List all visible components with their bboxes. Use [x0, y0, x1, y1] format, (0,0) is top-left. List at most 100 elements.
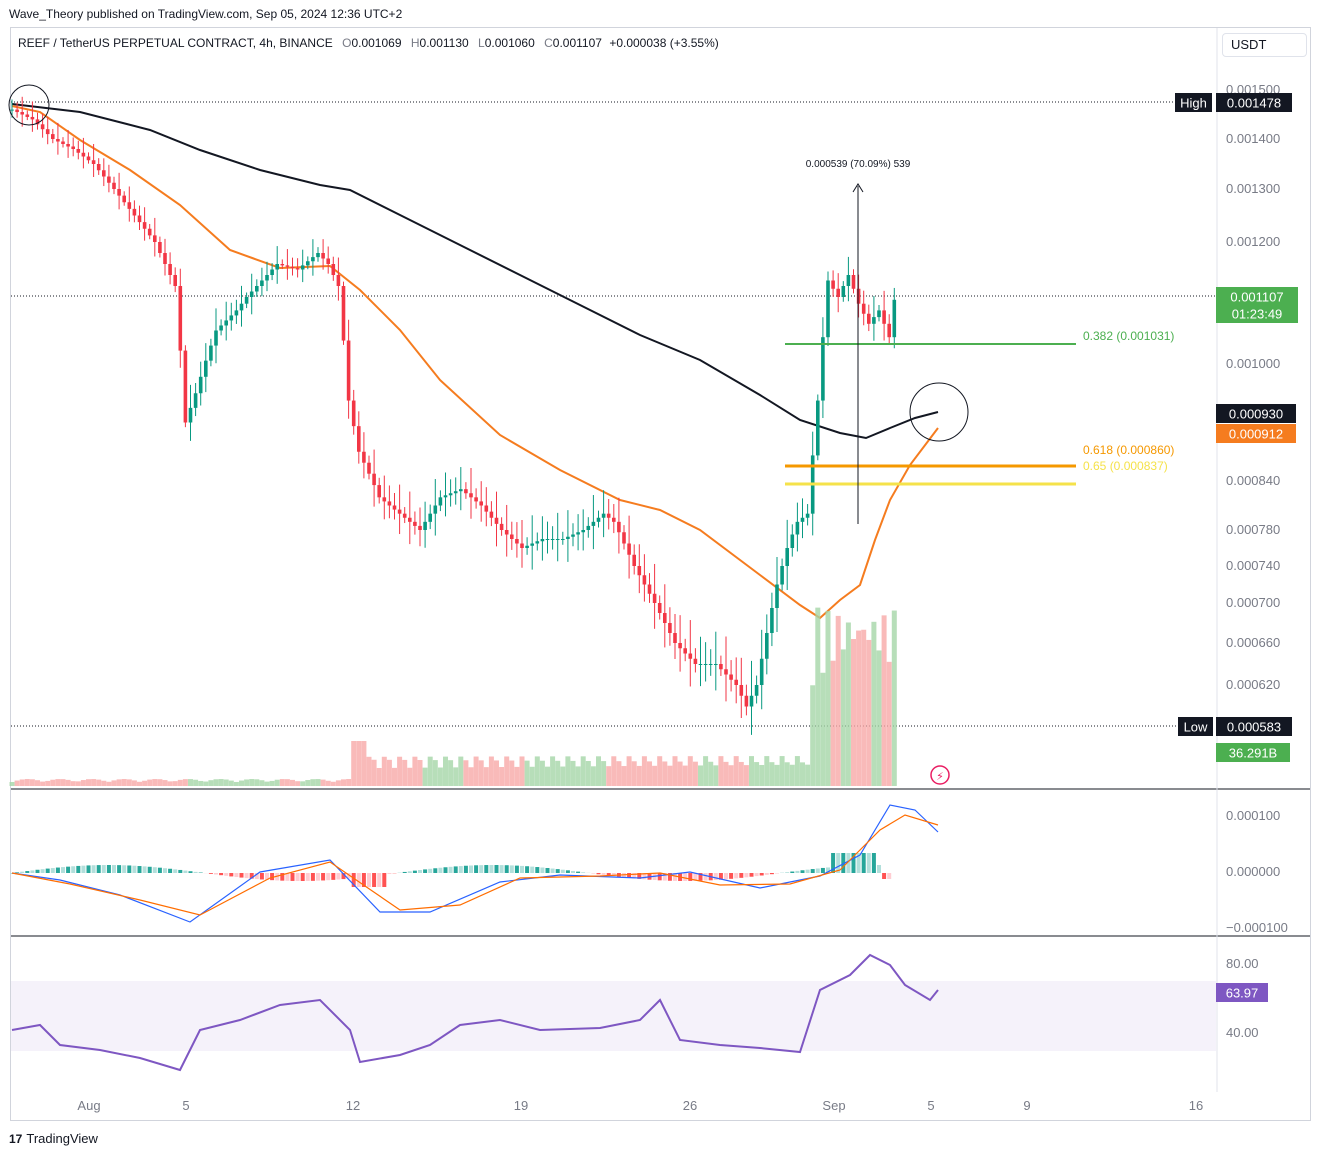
macd-histogram-bar	[407, 871, 412, 873]
volume-bar	[779, 756, 785, 786]
macd-histogram-bar	[61, 867, 65, 873]
volume-bar	[453, 767, 459, 786]
open-value: 0.001069	[351, 36, 402, 50]
volume-bar	[463, 760, 469, 786]
macd-histogram-bar	[275, 873, 280, 881]
candle-body	[872, 317, 876, 324]
price-tick-label: 0.001400	[1226, 131, 1280, 146]
volume-bar	[320, 779, 326, 786]
macd-histogram-bar	[836, 853, 841, 873]
candle-body	[555, 539, 560, 540]
candle-body	[469, 493, 473, 498]
macd-histogram-bar	[331, 873, 336, 880]
macd-histogram-bar	[453, 866, 458, 873]
low-value: 0.001060	[484, 36, 535, 50]
macd-histogram-bar	[117, 865, 122, 873]
macd-histogram-bar	[632, 873, 637, 879]
volume-bar	[759, 764, 765, 786]
macd-histogram-bar	[423, 869, 428, 873]
time-tick-label: 16	[1189, 1098, 1203, 1113]
volume-bar	[494, 760, 499, 786]
macd-histogram-bar	[290, 873, 295, 881]
candle-body	[336, 275, 341, 286]
candle-body	[178, 286, 183, 351]
macd-histogram-bar	[229, 873, 234, 877]
candle-body	[158, 242, 162, 253]
macd-histogram-bar	[611, 873, 616, 877]
candle-body	[693, 658, 698, 664]
macd-histogram-bar	[535, 867, 540, 873]
candle-body	[234, 310, 239, 316]
symbol-title[interactable]: REEF / TetherUS PERPETUAL CONTRACT, 4h, …	[18, 36, 333, 50]
last-price-tag-bg	[1216, 287, 1298, 306]
volume-bar	[70, 781, 76, 786]
macd-histogram-bar	[484, 865, 489, 873]
candle-body	[382, 497, 387, 502]
low-label: L	[478, 36, 485, 50]
candle-body	[270, 269, 274, 275]
candle-body	[550, 539, 555, 540]
candle-body	[316, 253, 320, 258]
volume-bar	[80, 780, 86, 786]
measure-arrow-icon	[852, 183, 864, 193]
volume-bar	[626, 756, 632, 786]
macd-histogram-bar	[443, 867, 448, 873]
macd-histogram-bar	[367, 873, 371, 887]
macd-histogram-bar	[550, 868, 555, 873]
candle-body	[132, 208, 137, 216]
candle-body	[255, 286, 259, 292]
macd-histogram-bar	[560, 869, 565, 873]
volume-bar	[213, 779, 219, 786]
low-tag-value: 0.000583	[1227, 720, 1281, 735]
candle-body	[596, 517, 601, 522]
volume-bar	[539, 760, 545, 786]
candle-body	[647, 584, 652, 594]
volume-bar	[499, 767, 505, 786]
volume-bar	[177, 779, 183, 786]
ema-orange-tag-bg	[1216, 424, 1296, 443]
volume-bar	[738, 761, 744, 786]
volume-bar	[106, 781, 112, 786]
volume-bar	[284, 779, 290, 786]
macd-histogram-bar	[280, 873, 285, 881]
volume-bar	[667, 765, 673, 786]
volume-bar	[274, 779, 280, 786]
macd-histogram-bar	[433, 868, 438, 873]
candle-body	[61, 141, 65, 144]
candle-body	[673, 633, 677, 643]
footer-brand[interactable]: TradingView	[26, 1131, 98, 1146]
candle-body	[122, 195, 126, 203]
candle-body	[96, 164, 101, 171]
volume-bar	[137, 781, 142, 786]
currency-button[interactable]: USDT	[1222, 33, 1307, 57]
candle-body	[306, 261, 310, 266]
macd-histogram-bar	[744, 873, 749, 878]
macd-histogram-bar	[785, 872, 790, 873]
macd-histogram-bar	[382, 873, 387, 887]
macd-histogram-bar	[877, 865, 881, 873]
macd-histogram-bar	[142, 866, 147, 873]
candle-body	[209, 345, 213, 361]
candle-body	[86, 156, 91, 161]
candle-body	[484, 505, 489, 512]
volume-bar	[550, 756, 556, 786]
macd-histogram-bar	[606, 873, 611, 876]
candle-body	[112, 182, 116, 189]
candle-body	[714, 664, 718, 665]
candle-body	[448, 493, 453, 496]
candle-body	[102, 170, 106, 177]
volume-bar	[810, 685, 816, 786]
candle-body	[362, 451, 366, 463]
candle-body	[540, 539, 545, 542]
volume-bar	[468, 767, 474, 786]
macd-histogram-bar	[530, 866, 535, 873]
candle-body	[295, 268, 300, 270]
candle-body	[76, 149, 81, 153]
macd-histogram-bar	[132, 865, 137, 873]
volume-tag: 36.291B	[1229, 746, 1277, 761]
volume-bar	[397, 756, 403, 786]
candle-body	[91, 160, 96, 164]
volume-bar	[422, 767, 428, 786]
candle-body	[642, 575, 647, 585]
